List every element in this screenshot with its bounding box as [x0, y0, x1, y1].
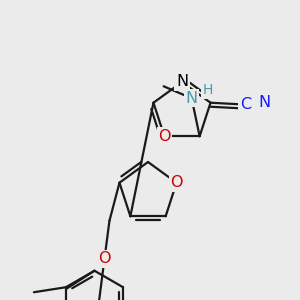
- Text: C: C: [240, 97, 251, 112]
- Text: N: N: [176, 74, 188, 89]
- Text: N: N: [259, 95, 271, 110]
- Text: O: O: [170, 175, 183, 190]
- Text: H: H: [202, 83, 213, 97]
- Text: O: O: [158, 129, 171, 144]
- Text: N: N: [186, 91, 198, 106]
- Text: O: O: [98, 251, 111, 266]
